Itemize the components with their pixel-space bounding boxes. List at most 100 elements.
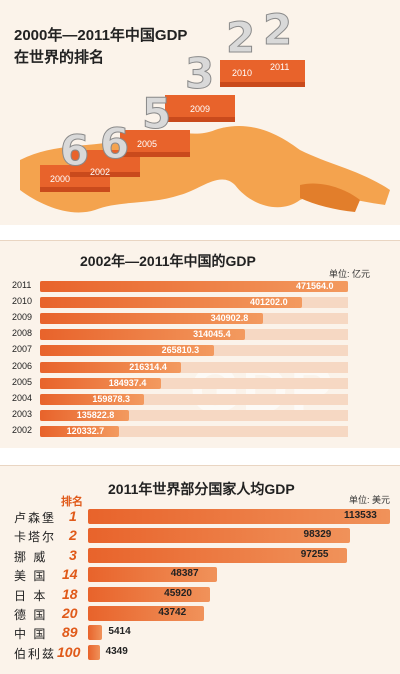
per-capita-value-label: 4349 [105, 645, 128, 657]
year-label: 2005 [137, 139, 157, 149]
chart1-unit: 单位: 亿元 [328, 269, 370, 279]
chart2-unit: 单位: 美元 [348, 495, 390, 505]
chart2-title: 2011年世界部分国家人均GDP [108, 481, 295, 497]
year-axis-label: 2011 [12, 280, 32, 290]
gdp-bar [40, 409, 129, 421]
country-label: 卡塔尔 [14, 530, 57, 545]
bar-track [40, 361, 348, 373]
country-label: 中 国 [14, 627, 48, 642]
country-label: 日 本 [14, 588, 48, 603]
year-axis-label: 2009 [12, 312, 33, 323]
per-capita-bar [88, 547, 347, 563]
gdp-bar [40, 393, 145, 405]
per-capita-bar [88, 606, 205, 621]
year-axis-label: 2005 [12, 376, 33, 387]
gdp-value-label: 265810.3 [161, 345, 200, 356]
country-label: 挪 威 [14, 549, 48, 564]
year-label: 2000 [50, 174, 70, 184]
rank-numeral: 2 [263, 5, 292, 54]
gdp-bar [40, 377, 161, 389]
per-capita-value-label: 43742 [158, 607, 187, 618]
bar-track [40, 377, 348, 389]
country-label: 卢森堡 [14, 511, 57, 525]
per-capita-value-label: 5414 [108, 626, 131, 638]
gdp-bar [40, 345, 214, 357]
rank-numeral: 6 [60, 126, 89, 175]
rank-number: 100 [57, 643, 81, 660]
step-block-side [220, 82, 305, 87]
map-shadow [300, 183, 360, 212]
gdp-bar [40, 297, 303, 309]
year-axis-label: 2002 [12, 424, 33, 435]
gdp-value-label: 314045.4 [193, 329, 231, 340]
rank-number: 2 [69, 527, 77, 544]
ranking-panel: 2000年—2011年中国GDP 在世界的排名 2000 2002 2005 2009… [0, 0, 400, 225]
year-label: 2002 [90, 167, 110, 177]
gdp-bar [40, 425, 119, 437]
per-capita-value-label: 97255 [300, 548, 329, 560]
step-block [220, 60, 305, 82]
year-label: 2010 [232, 68, 252, 78]
gdp-value-label: 401202.0 [250, 297, 288, 308]
gdp-value-label: 159878.3 [92, 393, 130, 404]
per-capita-panel: 2011年世界部分国家人均GDP 单位: 美元 排名 卢森堡 1 113533 卡塔尔… [0, 465, 400, 674]
step-block-side [120, 152, 190, 157]
per-capita-value-label: 98329 [303, 529, 332, 541]
per-capita-bar [88, 625, 103, 641]
gdp-bar [40, 361, 182, 373]
chart1-bars: 2011 471564.0 2010 401202.0 2009 340902.8 2008… [0, 241, 400, 448]
step-block-side [165, 117, 235, 122]
rank-number: 18 [62, 585, 78, 602]
country-label: 伯利兹 [14, 646, 57, 661]
rank-number: 89 [62, 624, 78, 641]
gdp-bar [40, 281, 348, 292]
gdp-value-label: 135822.8 [76, 409, 115, 420]
rank-number: 14 [62, 566, 78, 583]
rank-number: 20 [62, 605, 78, 621]
rank-header: 排名 [61, 496, 83, 508]
rank-numeral: 6 [100, 119, 129, 168]
gdp-value-label: 216314.4 [129, 361, 167, 372]
bar-track [40, 425, 348, 437]
panel1-title-line2: 在世界的排名 [14, 49, 105, 66]
rank-number: 3 [69, 546, 77, 563]
country-label: 美 国 [14, 569, 48, 584]
per-capita-bar [88, 528, 350, 544]
world-map [20, 125, 390, 213]
per-capita-bar [88, 567, 217, 583]
bar-track [40, 409, 348, 421]
step-block [120, 130, 190, 152]
per-capita-bar [88, 586, 211, 602]
gdp-value-label: 184937.4 [108, 377, 147, 388]
year-axis-label: 2008 [12, 328, 33, 339]
gdp-value-label: 471564.0 [296, 281, 334, 291]
per-capita-bar [88, 644, 100, 660]
gdp-value-label: 120332.7 [66, 425, 105, 436]
step-block [165, 95, 235, 117]
rank-number: 1 [69, 508, 77, 524]
gdp-bar [40, 313, 263, 325]
year-axis-label: 2010 [12, 296, 33, 307]
country-label: 德 国 [14, 608, 48, 622]
per-capita-bar [88, 509, 390, 524]
step-block-side [40, 187, 110, 192]
year-axis-label: 2007 [12, 344, 33, 355]
bar-track [40, 393, 348, 405]
per-capita-value-label: 48387 [170, 568, 199, 580]
chart2-bars: 卢森堡 1 113533 卡塔尔 2 98329 挪 威 3 97255 美 国 14 48387 日 … [0, 466, 400, 674]
year-label: 2009 [190, 104, 210, 114]
year-label: 2011 [270, 62, 289, 72]
per-capita-value-label: 45920 [164, 587, 192, 599]
year-axis-label: 2003 [12, 408, 33, 419]
gdp-value-label: 340902.8 [210, 313, 249, 324]
gdp-chart-panel: 2002年—2011年中国的GDP 单位: 亿元 GDP 2011 471564.… [0, 240, 400, 448]
rank-numeral: 3 [185, 49, 214, 98]
panel1-title-line1: 2000年—2011年中国GDP [14, 27, 188, 44]
year-axis-label: 2006 [12, 360, 33, 371]
chart1-title: 2002年—2011年中国的GDP [80, 253, 256, 269]
step-block-side [70, 172, 140, 177]
gdp-bar [40, 329, 246, 341]
rank-numeral: 2 [226, 13, 255, 62]
rank-numeral: 5 [142, 89, 171, 138]
